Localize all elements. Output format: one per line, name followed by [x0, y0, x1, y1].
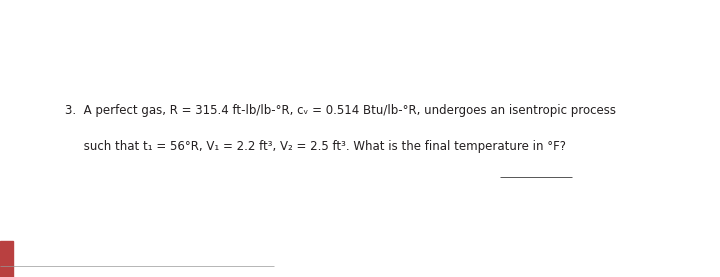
Text: 3.  A perfect gas, R = 315.4 ft-lb/lb-°R, cᵥ = 0.514 Btu/lb-°R, undergoes an ise: 3. A perfect gas, R = 315.4 ft-lb/lb-°R,… [65, 104, 616, 117]
Text: such that t₁ = 56°R, V₁ = 2.2 ft³, V₂ = 2.5 ft³. What is the final temperature i: such that t₁ = 56°R, V₁ = 2.2 ft³, V₂ = … [65, 140, 566, 153]
Bar [0, 241, 13, 277]
